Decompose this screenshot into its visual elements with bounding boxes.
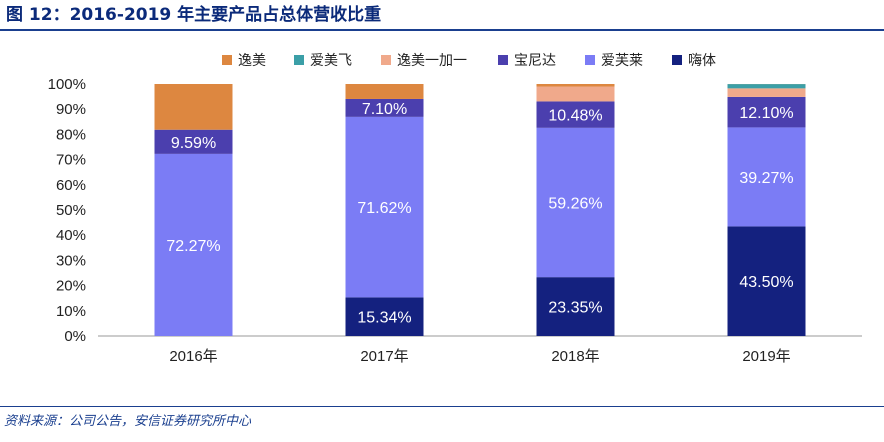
data-label: 59.26% (548, 195, 602, 212)
data-label: 10.48% (548, 108, 602, 125)
bar-segment (154, 84, 233, 130)
bar-segment (536, 277, 615, 336)
x-tick-label: 2017年 (360, 348, 408, 365)
bar-segment (536, 86, 615, 102)
legend-swatch (222, 55, 232, 65)
bar-segment (345, 98, 424, 117)
y-tick-label: 20% (56, 278, 86, 295)
figure-title: 图 12：2016-2019 年主要产品占总体营收比重 (6, 5, 382, 25)
x-tick-label: 2019年 (742, 348, 790, 365)
data-label: 7.10% (362, 101, 407, 118)
bar-segment (154, 153, 233, 336)
bar-segment (727, 226, 806, 336)
data-label: 71.62% (357, 200, 411, 217)
bar-segment (154, 129, 233, 154)
legend-label: 宝尼达 (514, 52, 556, 68)
y-tick-label: 0% (64, 328, 86, 345)
bar-segment (727, 96, 806, 128)
stacked-bar-chart: 0% 10% 20% 30% 40% 50% 60% 70% 80% 90% 100% 72.27% 9… (48, 52, 862, 365)
data-label: 23.35% (548, 300, 602, 317)
legend-swatch (672, 55, 682, 65)
y-tick-label: 30% (56, 252, 86, 269)
legend-swatch (294, 55, 304, 65)
bar-segment (727, 88, 806, 97)
legend-label: 嗨体 (688, 52, 716, 68)
x-tick-label: 2018年 (551, 348, 599, 365)
title-divider (0, 29, 884, 31)
y-tick-label: 60% (56, 177, 86, 194)
data-label: 9.59% (171, 135, 216, 152)
y-tick-label: 50% (56, 202, 86, 219)
bar-segment (727, 84, 806, 89)
y-tick-label: 90% (56, 101, 86, 118)
bar-segment (345, 297, 424, 336)
legend-swatch (585, 55, 595, 65)
y-tick-label: 10% (56, 303, 86, 320)
y-tick-label: 70% (56, 152, 86, 169)
legend-label: 逸美 (238, 52, 266, 68)
data-label: 15.34% (357, 310, 411, 327)
data-label: 43.50% (739, 274, 793, 291)
bar-segment (536, 84, 615, 87)
y-tick-label: 40% (56, 227, 86, 244)
legend-swatch (381, 55, 391, 65)
source-divider (0, 406, 884, 407)
legend-label: 爱芙莱 (601, 52, 643, 68)
bar-segment (536, 101, 615, 128)
legend-label: 逸美一加一 (397, 52, 467, 68)
bar-segment (345, 116, 424, 298)
x-tick-label: 2016年 (169, 348, 217, 365)
bar-segment (536, 127, 615, 278)
y-tick-label: 80% (56, 126, 86, 143)
source-note: 资料来源：公司公告，安信证券研究所中心 (4, 414, 252, 429)
data-label: 72.27% (166, 238, 220, 255)
data-label: 39.27% (739, 170, 793, 187)
legend-swatch (498, 55, 508, 65)
data-label: 12.10% (739, 105, 793, 122)
bar-segment (345, 84, 424, 99)
bar-segment (727, 127, 806, 227)
y-tick-label: 100% (48, 76, 86, 93)
legend-label: 爱美飞 (310, 52, 352, 68)
